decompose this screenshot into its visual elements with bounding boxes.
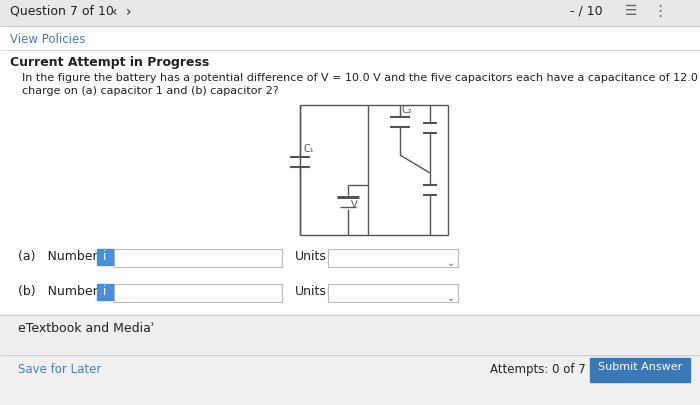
Text: ›: › xyxy=(126,5,132,19)
Text: ⋮: ⋮ xyxy=(652,4,667,19)
Bar xyxy=(97,249,113,265)
Text: ⌄: ⌄ xyxy=(447,258,455,268)
Text: charge on (a) capacitor 1 and (b) capacitor 2?: charge on (a) capacitor 1 and (b) capaci… xyxy=(22,86,279,96)
Bar xyxy=(114,284,282,302)
Text: Current Attempt in Progress: Current Attempt in Progress xyxy=(10,56,209,69)
Bar xyxy=(328,284,458,302)
Text: eTextbook and Mediaʾ: eTextbook and Mediaʾ xyxy=(18,322,155,335)
Text: ☰: ☰ xyxy=(625,4,638,18)
Text: Save for Later: Save for Later xyxy=(18,363,102,376)
Text: C₂: C₂ xyxy=(402,105,412,115)
Bar xyxy=(0,315,700,353)
Text: Units: Units xyxy=(295,285,327,298)
Bar xyxy=(0,355,700,405)
Text: ⌄: ⌄ xyxy=(447,293,455,303)
Text: ‹: ‹ xyxy=(112,5,118,19)
Text: Attempts: 0 of 7 used: Attempts: 0 of 7 used xyxy=(490,363,618,376)
Text: (b)   Number: (b) Number xyxy=(18,285,98,298)
Text: In the figure the battery has a potential difference of V = 10.0 V and the five : In the figure the battery has a potentia… xyxy=(22,73,700,83)
Text: i: i xyxy=(104,250,106,263)
Bar xyxy=(0,0,700,26)
Bar xyxy=(328,249,458,267)
Bar xyxy=(114,249,282,267)
Text: View Policies: View Policies xyxy=(10,33,85,46)
Text: Units: Units xyxy=(295,250,327,263)
Text: C₁: C₁ xyxy=(303,144,314,154)
Text: V: V xyxy=(351,200,358,210)
Text: Question 7 of 10: Question 7 of 10 xyxy=(10,5,114,18)
Text: - / 10: - / 10 xyxy=(570,5,603,18)
Bar xyxy=(590,358,690,382)
Text: i: i xyxy=(104,285,106,298)
Text: Submit Answer: Submit Answer xyxy=(598,362,682,372)
Text: (a)   Number: (a) Number xyxy=(18,250,97,263)
Bar xyxy=(97,284,113,300)
